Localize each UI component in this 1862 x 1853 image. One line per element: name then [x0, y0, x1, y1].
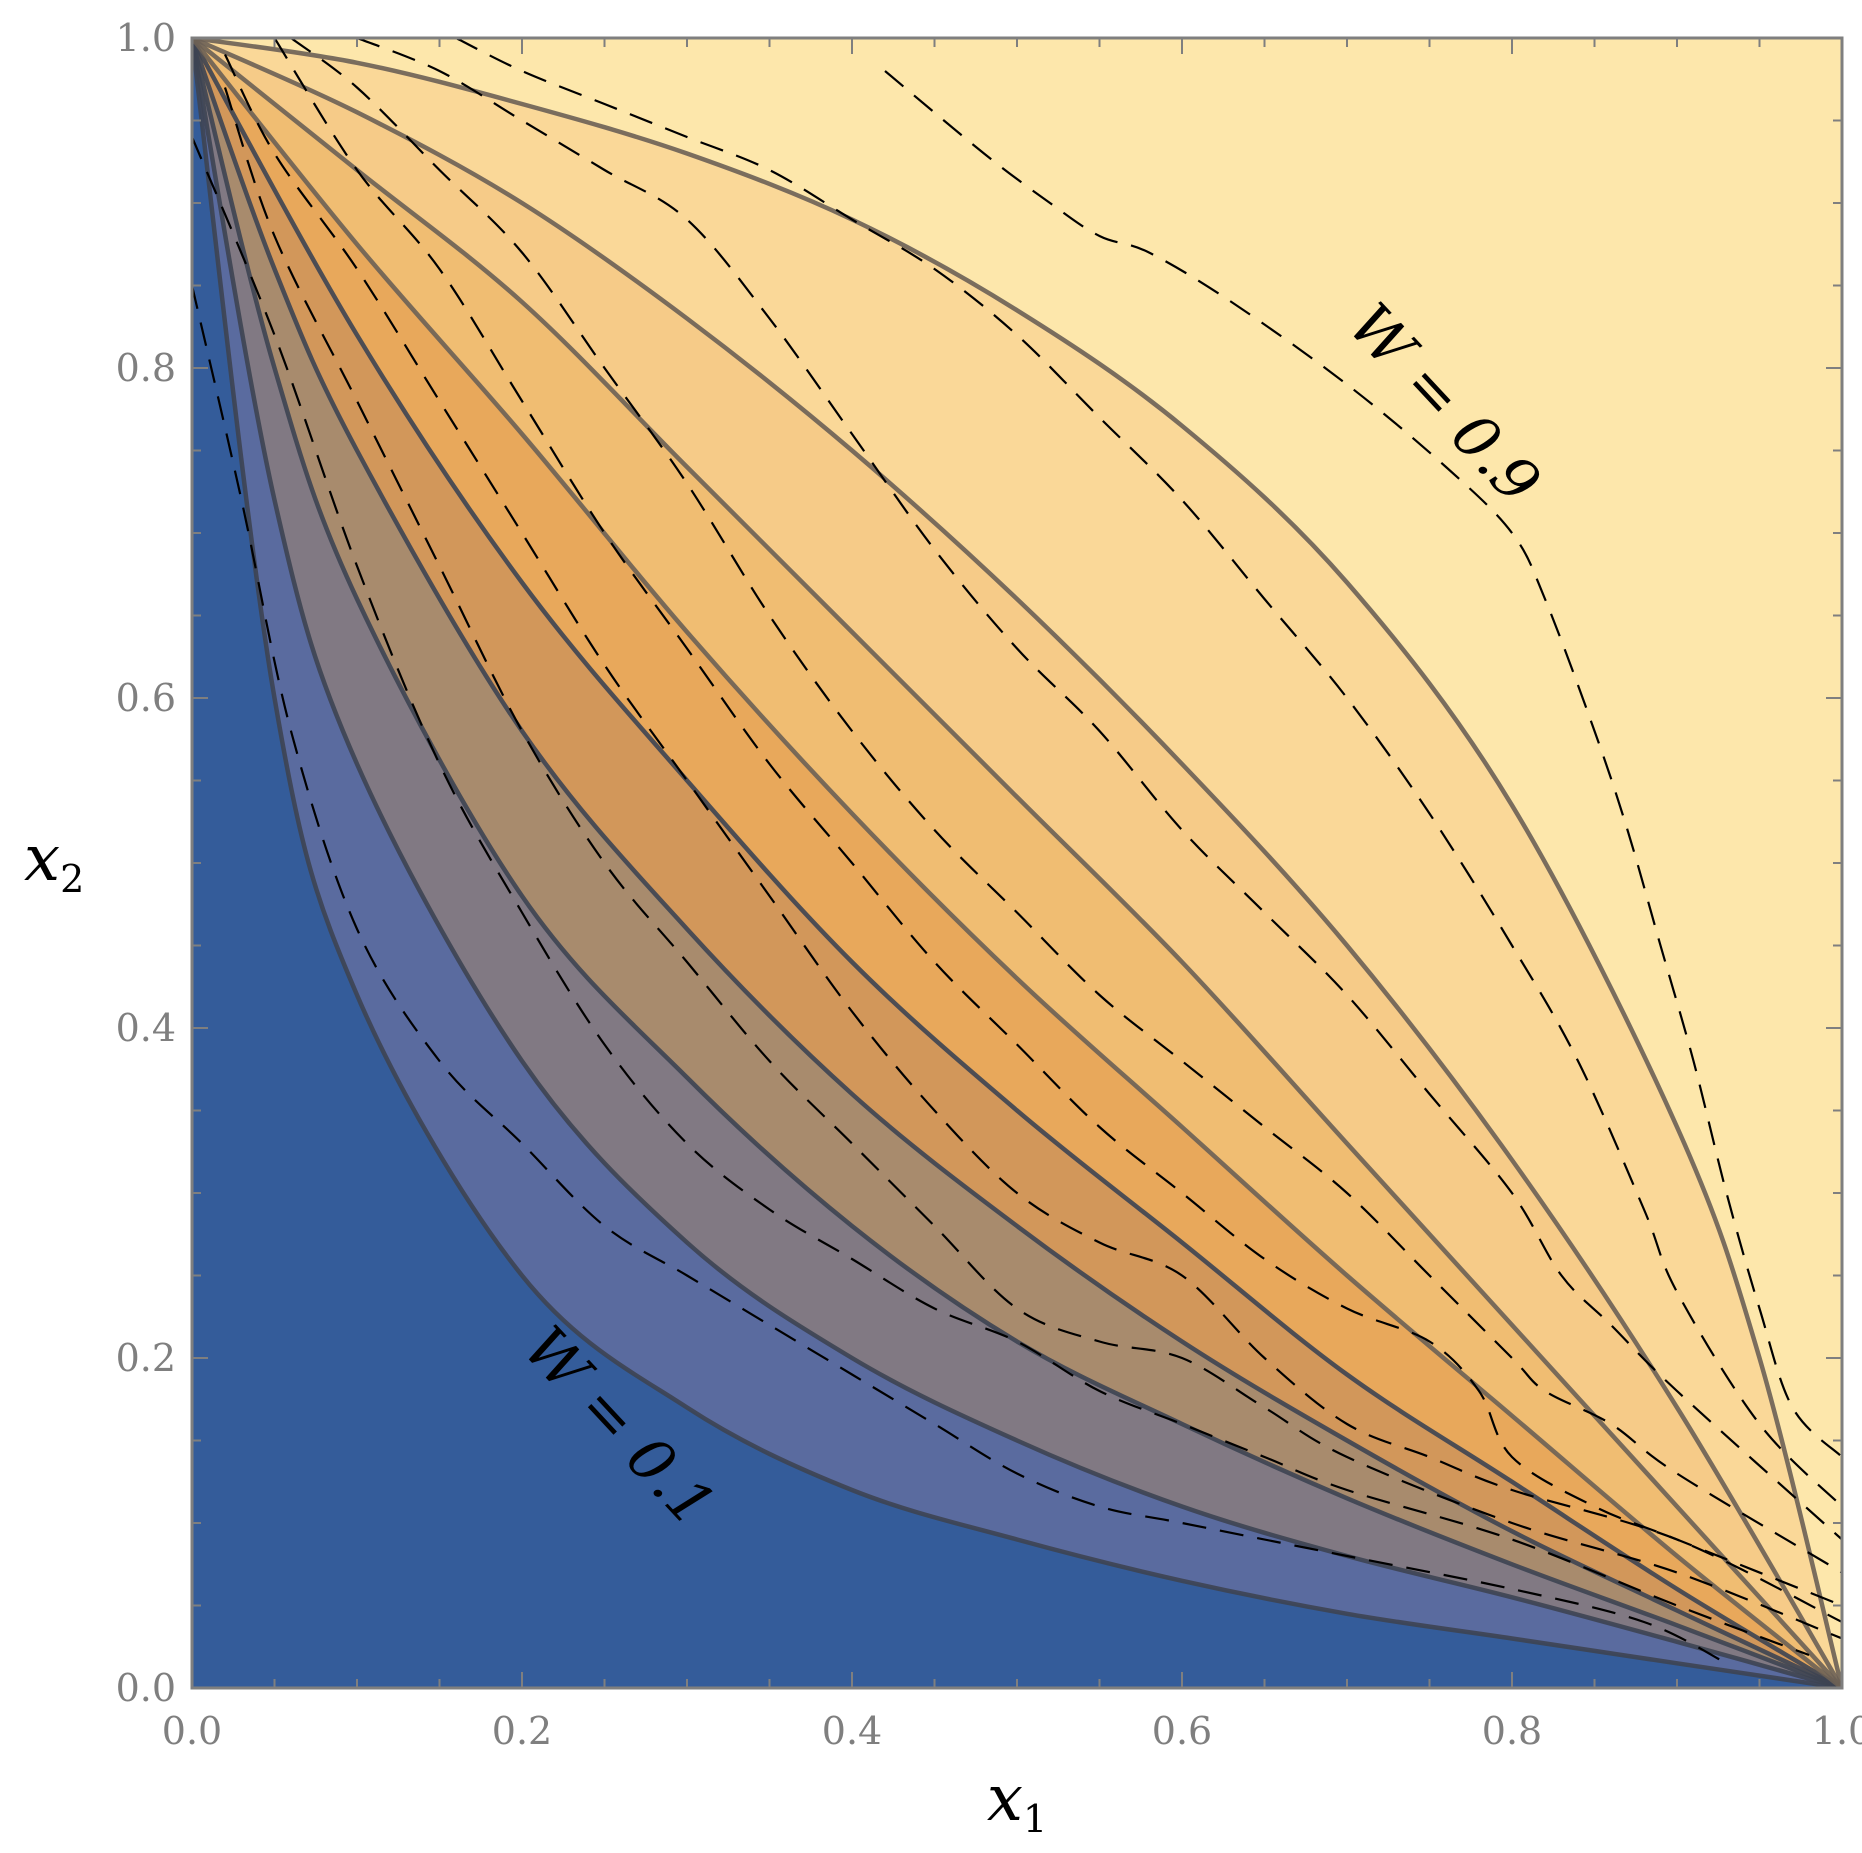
y-tick-label: 0.6: [116, 676, 176, 720]
solid-contour-0.4: [192, 38, 1842, 1688]
x-tick-label: 1.0: [1812, 1709, 1862, 1753]
x-tick-label: 0.6: [1152, 1709, 1212, 1753]
axis-ticks: [191, 37, 1843, 1689]
y-tick-label: 1.0: [116, 16, 176, 60]
dashed-contour-0.8: [455, 38, 1842, 1508]
dashed-contour-0.3: [223, 87, 1842, 1640]
dashed-contour-0.7: [356, 38, 1842, 1541]
solid-contour-0.9: [192, 38, 1842, 1688]
solid-contour-0.8: [192, 38, 1842, 1688]
y-axis-label: x2: [24, 822, 84, 901]
solid-contour-0.6: [192, 38, 1842, 1688]
x-tick-label: 0.0: [162, 1709, 222, 1753]
y-tick-label: 0.0: [116, 1666, 176, 1710]
x-tick-label: 0.4: [822, 1709, 882, 1753]
solid-contour-0.1: [192, 38, 1842, 1688]
x-tick-label: 0.2: [492, 1709, 552, 1753]
x-axis-label-sub: 1: [1023, 1797, 1047, 1841]
dashed-contour-0.5: [273, 38, 1842, 1607]
dashed-contour-0.1: [192, 285, 1727, 1665]
y-axis-label-var: x: [24, 822, 60, 896]
tick-labels: 0.0 0.2 0.4 0.6 0.8 1.0 0.0 0.2 0.4 0.6 0.8 1.0: [116, 16, 1862, 1753]
dashed-contour-0.6: [290, 38, 1842, 1574]
solid-contour-0.3: [192, 38, 1842, 1688]
dashed-contour-lines: [192, 38, 1842, 1665]
contour-band-0.2: [192, 38, 1842, 1688]
x-axis-label: x1: [987, 1762, 1047, 1841]
contour-band-0.1: [192, 38, 1842, 1688]
x-tick-label: 0.8: [1482, 1709, 1542, 1753]
x-axis-label-var: x: [987, 1762, 1023, 1836]
y-tick-label: 0.8: [116, 346, 176, 390]
dashed-contour-0.9: [884, 70, 1842, 1458]
solid-contour-lines: [192, 38, 1842, 1688]
solid-contour-0.2: [192, 38, 1842, 1688]
solid-contour-0.5: [192, 38, 1842, 1688]
y-axis-label-sub: 2: [60, 857, 84, 901]
y-tick-label: 0.2: [116, 1336, 176, 1380]
y-tick-label: 0.4: [116, 1006, 176, 1050]
solid-contour-0.7: [192, 38, 1842, 1688]
dashed-contour-0.4: [224, 54, 1842, 1623]
